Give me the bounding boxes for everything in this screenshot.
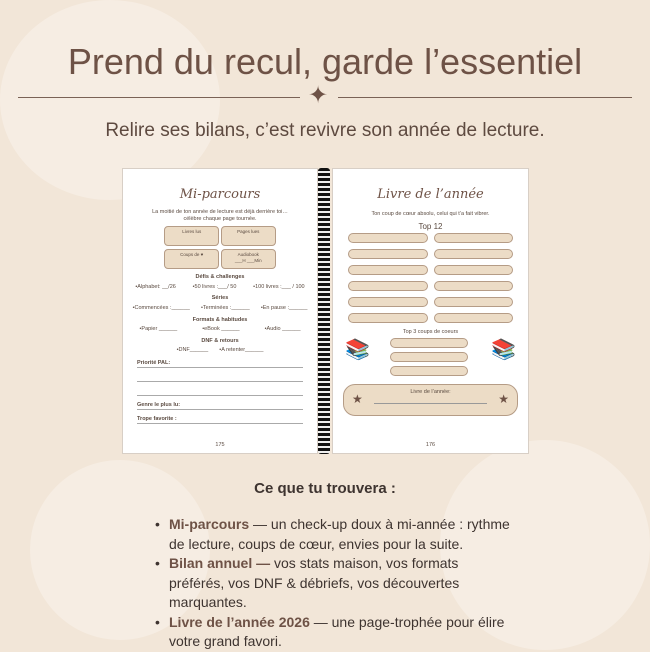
pal-line: Priorité PAL:	[137, 360, 303, 368]
top12-heading: Top 12	[418, 221, 443, 231]
feature-list: Mi-parcours — un check-up doux à mi-anné…	[155, 515, 515, 652]
left-page-title: Mi-parcours	[179, 187, 261, 202]
list-item: Bilan annuel — vos stats maison, vos for…	[155, 554, 515, 613]
spiral-binding	[318, 168, 330, 454]
divider	[18, 97, 300, 98]
genre-line: Genre le plus lu:	[137, 402, 303, 410]
top3-heading: Top 3 coups de coeurs	[402, 329, 459, 336]
star-icon: ★	[352, 391, 363, 406]
books-icon: 📚	[345, 338, 370, 361]
background-shape	[0, 0, 220, 200]
list-item: Mi-parcours — un check-up doux à mi-anné…	[155, 515, 515, 554]
book-of-year-label: Livre de l’année:	[410, 388, 451, 395]
section-title: Formats & habitudes	[192, 316, 248, 323]
list-item: Livre de l’année 2026 — une page-trophée…	[155, 613, 515, 652]
section-title: Défis & challenges	[195, 274, 245, 281]
trope-line: Trope favorite :	[137, 416, 303, 424]
page-number: 175	[215, 442, 225, 449]
books-icon: 📚	[491, 338, 516, 361]
stat-box: Livres lus	[164, 226, 220, 247]
stat-box: Coups de ♥	[164, 249, 220, 270]
page-number: 176	[425, 442, 436, 449]
stat-box: Pages lues	[220, 226, 276, 247]
right-page: Livre de l’année Ton coup de cœur absolu…	[332, 168, 529, 454]
section-title: DNF & retours	[201, 337, 239, 344]
left-intro: La moitié de ton année de lecture est dé…	[152, 209, 288, 222]
star-icon: ★	[498, 391, 509, 406]
section-title: Séries	[211, 295, 229, 302]
right-intro: Ton coup de cœur absolu, celui qui t’a f…	[371, 211, 490, 217]
left-page: Mi-parcours La moitié de ton année de le…	[122, 168, 318, 454]
section-heading: Ce que tu trouvera :	[254, 480, 396, 497]
sparkle-icon: ✦	[308, 82, 329, 109]
divider	[338, 97, 632, 98]
subtitle: Relire ses bilans, c’est revivre son ann…	[105, 120, 545, 141]
stat-box: Audiobook ___H ___Min	[220, 249, 276, 270]
right-page-title: Livre de l’année	[377, 187, 484, 202]
page-title: Prend du recul, garde l’essentiel	[67, 41, 583, 82]
